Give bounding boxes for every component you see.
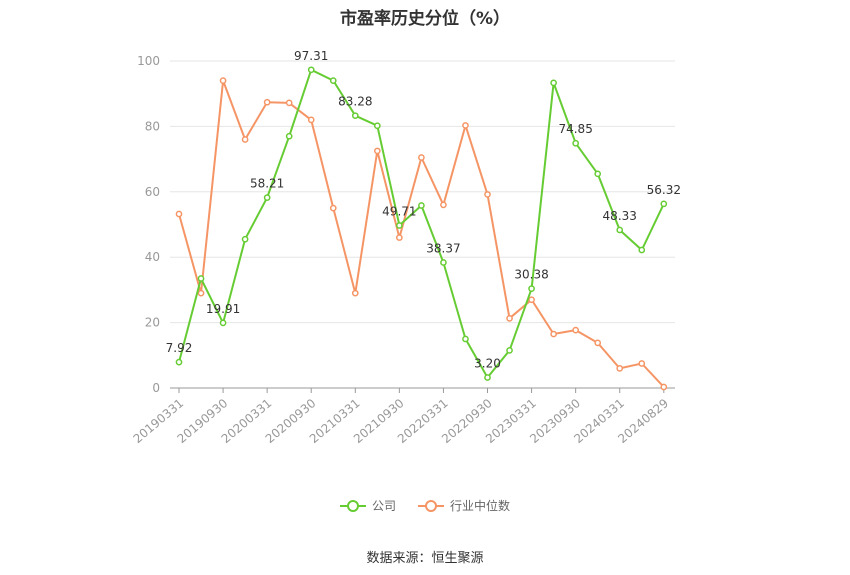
data-point <box>440 259 447 266</box>
data-point <box>241 136 249 143</box>
data-point <box>440 201 447 209</box>
y-tick-label: 60 <box>145 185 160 199</box>
data-point <box>594 170 602 178</box>
data-point <box>285 99 293 107</box>
data-label: 30.38 <box>514 268 548 282</box>
series-line-0 <box>178 68 665 379</box>
data-point <box>506 314 513 322</box>
data-point <box>616 365 624 372</box>
legend-swatch <box>339 499 366 512</box>
data-point <box>373 147 381 155</box>
data-point <box>396 222 403 229</box>
data-point <box>175 358 183 366</box>
chart-legend: 公司 行业中位数 <box>0 497 850 514</box>
data-point <box>660 200 668 208</box>
data-label: 3.20 <box>474 357 501 371</box>
y-tick-label: 40 <box>145 250 160 264</box>
data-point <box>484 374 491 381</box>
data-label: 56.32 <box>647 183 681 197</box>
y-tick-label: 100 <box>137 54 160 68</box>
y-tick-label: 20 <box>145 316 160 330</box>
data-point <box>506 347 513 354</box>
legend-swatch <box>418 499 444 512</box>
y-tick-label: 0 <box>152 381 160 395</box>
data-point <box>329 77 337 84</box>
data-label: 97.31 <box>294 49 328 63</box>
data-point <box>241 235 249 243</box>
data-label: 7.92 <box>166 341 193 355</box>
data-point <box>219 319 227 327</box>
data-point <box>616 226 624 234</box>
data-point <box>594 339 602 347</box>
data-point <box>638 360 646 367</box>
data-point <box>307 66 315 74</box>
data-point <box>528 296 535 304</box>
data-point <box>638 246 646 254</box>
y-tick-label: 80 <box>145 119 160 133</box>
data-label: 48.33 <box>603 209 637 223</box>
legend-item-0[interactable]: 公司 <box>339 497 396 514</box>
data-label: 83.28 <box>338 95 372 109</box>
data-point <box>263 194 271 202</box>
data-point <box>572 326 580 334</box>
data-label: 74.85 <box>558 122 592 136</box>
data-point <box>197 289 205 297</box>
data-point <box>219 77 227 84</box>
data-point <box>418 202 425 209</box>
data-source: 数据来源：恒生聚源 <box>366 551 484 566</box>
legend-label: 公司 <box>371 499 396 513</box>
data-point <box>660 383 668 391</box>
data-point <box>550 79 557 87</box>
data-point <box>528 285 535 293</box>
data-point <box>462 122 469 129</box>
chart-title: 市盈率历史分位（%） <box>339 9 511 29</box>
legend-item-1[interactable]: 行业中位数 <box>418 497 510 514</box>
data-point <box>550 330 557 338</box>
data-point <box>175 210 183 218</box>
data-point <box>462 335 469 343</box>
data-point <box>197 275 205 282</box>
data-label: 19.91 <box>206 302 240 316</box>
data-point <box>572 139 580 147</box>
data-point <box>351 289 359 297</box>
data-point <box>418 154 425 161</box>
data-label: 38.37 <box>426 242 460 256</box>
data-point <box>484 191 491 198</box>
data-point <box>307 116 315 124</box>
data-point <box>373 122 381 130</box>
data-point <box>285 132 293 140</box>
data-point <box>329 204 337 212</box>
data-point <box>396 234 403 241</box>
legend-label: 行业中位数 <box>450 499 511 513</box>
data-point <box>351 112 359 120</box>
data-label: 49.71 <box>382 204 416 218</box>
data-label: 58.21 <box>250 177 284 191</box>
data-point <box>263 98 271 106</box>
